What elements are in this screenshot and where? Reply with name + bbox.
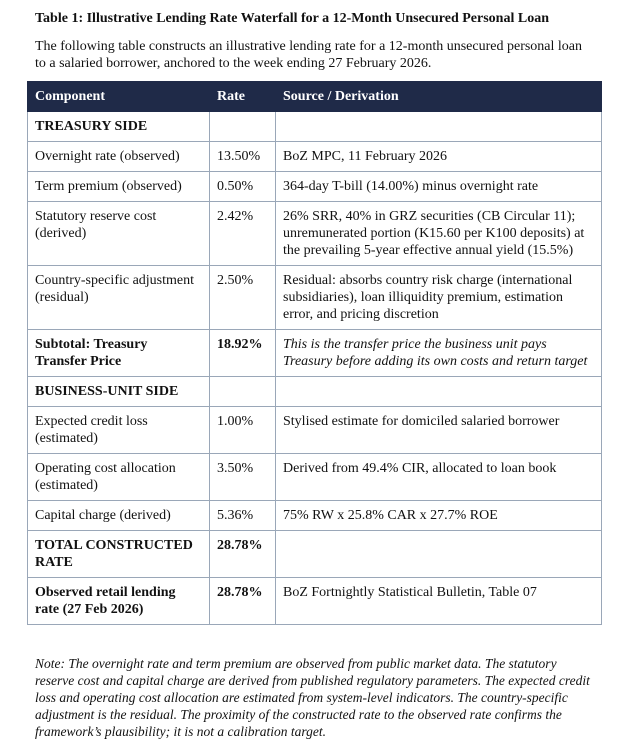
row: Statutory reserve cost (derived) 2.42% 26%… xyxy=(27,201,602,266)
row: Term premium (observed) 0.50% 364-day T-bi… xyxy=(27,171,602,202)
component: Subtotal: Treasury Transfer Price xyxy=(27,329,210,377)
source: 75% RW x 25.8% CAR x 27.7% ROE xyxy=(275,500,602,531)
table-title: Table 1: Illustrative Lending Rate Water… xyxy=(35,11,549,26)
component: Statutory reserve cost (derived) xyxy=(27,201,210,266)
section-row: BUSINESS-UNIT SIDE xyxy=(27,376,602,407)
subtotal-row: Subtotal: Treasury Transfer Price 18.92% T… xyxy=(27,329,602,377)
component: Capital charge (derived) xyxy=(27,500,210,531)
source: This is the transfer price the business … xyxy=(275,329,602,377)
rate-table: Component Rate Source / Derivation TREAS… xyxy=(27,81,602,625)
empty-cell xyxy=(275,376,602,407)
component: Observed retail lending rate (27 Feb 202… xyxy=(27,577,210,625)
source: 26% SRR, 40% in GRZ securities (CB Circu… xyxy=(275,201,602,266)
rate: 1.00% xyxy=(209,406,276,454)
empty-cell xyxy=(275,530,602,578)
section-label: TREASURY SIDE xyxy=(27,111,210,142)
empty-cell xyxy=(209,111,276,142)
component: Overnight rate (observed) xyxy=(27,141,210,172)
rate: 2.50% xyxy=(209,265,276,330)
observed-row: Observed retail lending rate (27 Feb 202… xyxy=(27,577,602,625)
component: Operating cost allocation (estimated) xyxy=(27,453,210,501)
component: Country-specific adjustment (residual) xyxy=(27,265,210,330)
rate: 3.50% xyxy=(209,453,276,501)
source: Stylised estimate for domiciled salaried… xyxy=(275,406,602,454)
table-note: Note: The overnight rate and term premiu… xyxy=(35,656,590,739)
rate: 2.42% xyxy=(209,201,276,266)
empty-cell xyxy=(209,376,276,407)
section-row: TREASURY SIDE xyxy=(27,111,602,142)
component: TOTAL CONSTRUCTED RATE xyxy=(27,530,210,578)
source: Derived from 49.4% CIR, allocated to loa… xyxy=(275,453,602,501)
header-cell: Source / Derivation xyxy=(275,81,602,112)
source: BoZ MPC, 11 February 2026 xyxy=(275,141,602,172)
header-cell: Rate xyxy=(209,81,276,112)
rate: 13.50% xyxy=(209,141,276,172)
header-row: Component Rate Source / Derivation xyxy=(27,81,602,112)
source: Residual: absorbs country risk charge (i… xyxy=(275,265,602,330)
empty-cell xyxy=(275,111,602,142)
source: 364-day T-bill (14.00%) minus overnight … xyxy=(275,171,602,202)
intro-text: The following table constructs an illust… xyxy=(35,39,583,71)
rate: 5.36% xyxy=(209,500,276,531)
row: Capital charge (derived) 5.36% 75% RW x 25… xyxy=(27,500,602,531)
total-row: TOTAL CONSTRUCTED RATE 28.78% xyxy=(27,530,602,578)
table-header: Component Rate Source / Derivation xyxy=(27,81,602,112)
table-body: TREASURY SIDE Overnight rate (observed) 1… xyxy=(27,111,602,625)
row: Country-specific adjustment (residual) 2.… xyxy=(27,265,602,330)
rate: 28.78% xyxy=(209,577,276,625)
header-cell: Component xyxy=(27,81,210,112)
row: Overnight rate (observed) 13.50% BoZ MPC, … xyxy=(27,141,602,172)
component: Term premium (observed) xyxy=(27,171,210,202)
component: Expected credit loss (estimated) xyxy=(27,406,210,454)
source: BoZ Fortnightly Statistical Bulletin, Ta… xyxy=(275,577,602,625)
section-label: BUSINESS-UNIT SIDE xyxy=(27,376,210,407)
row: Expected credit loss (estimated) 1.00% Sty… xyxy=(27,406,602,454)
rate: 18.92% xyxy=(209,329,276,377)
rate: 0.50% xyxy=(209,171,276,202)
row: Operating cost allocation (estimated) 3.5… xyxy=(27,453,602,501)
rate: 28.78% xyxy=(209,530,276,578)
